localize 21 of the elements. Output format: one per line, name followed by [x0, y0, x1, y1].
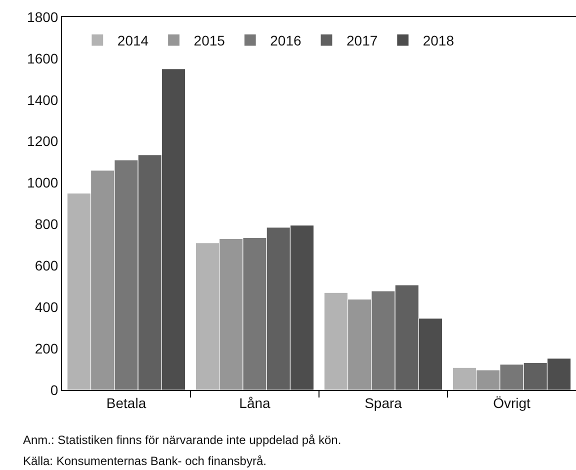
y-tick-label: 0: [50, 382, 58, 398]
y-tick-label: 1600: [27, 50, 58, 66]
y-tick-label: 400: [34, 299, 58, 316]
y-tick-label: 1400: [27, 92, 58, 108]
y-tick-label: 600: [34, 258, 58, 274]
x-tick-label: Låna: [239, 394, 271, 411]
x-tick-label: Spara: [364, 394, 402, 411]
x-tick-label: Övrigt: [493, 394, 531, 411]
legend-label: 2014: [117, 32, 149, 49]
y-tick-label: 1800: [27, 8, 58, 25]
legend-label: 2015: [194, 32, 226, 49]
text: Anm.: Statistiken finns för närvarande inte uppdelad på kön.: [23, 433, 342, 447]
y-tick-label: 800: [34, 216, 58, 232]
legend-label: 2018: [422, 32, 454, 49]
text: Källa: Konsumenternas Bank- och finansbyrå.: [23, 454, 266, 468]
y-tick-label: 1000: [27, 174, 58, 191]
y-tick-label: 200: [34, 340, 58, 356]
legend-label: 2017: [346, 32, 378, 49]
y-tick-label: 1200: [27, 133, 58, 150]
legend-label: 2016: [270, 32, 302, 49]
x-tick-label: Betala: [106, 394, 146, 411]
